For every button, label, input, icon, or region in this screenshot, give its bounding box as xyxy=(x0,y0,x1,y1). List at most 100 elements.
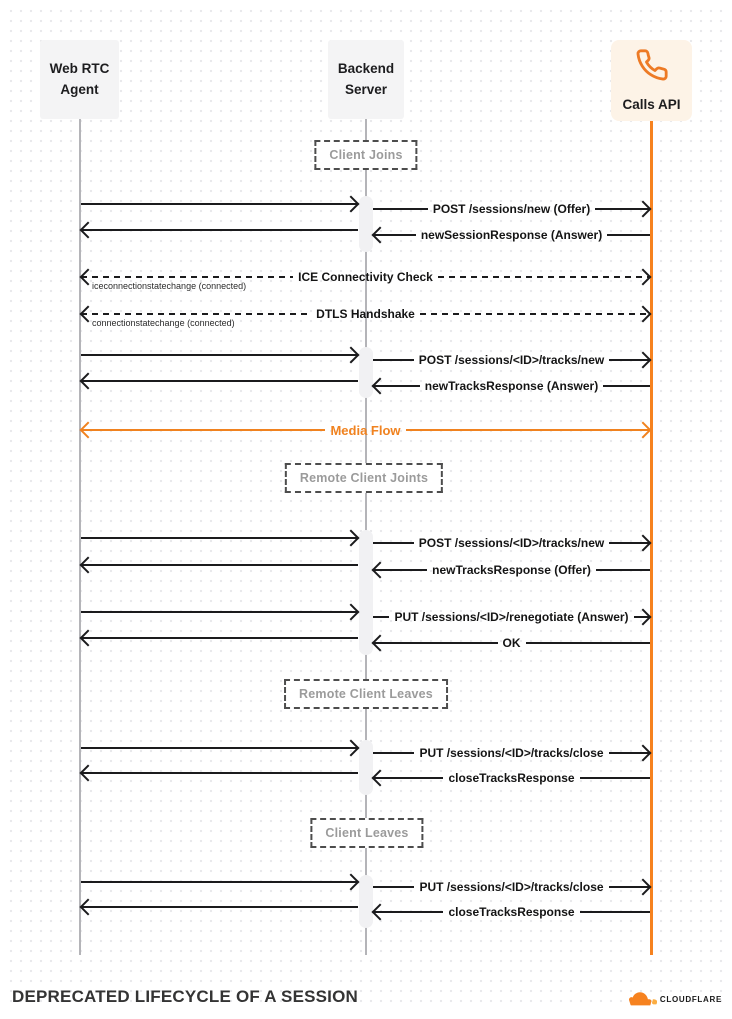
cloudflare-cloud-icon xyxy=(628,992,657,1006)
dashed-arrow-line xyxy=(437,275,651,279)
message-label: POST /sessions/new (Offer) xyxy=(432,202,591,216)
arrowhead-left-icon xyxy=(79,764,97,782)
arrow-line xyxy=(525,641,650,645)
arrow-line xyxy=(373,641,498,645)
activation-bar xyxy=(359,196,373,252)
message-label: ICE Connectivity Check xyxy=(298,270,433,284)
message-label: POST /sessions/<ID>/tracks/new xyxy=(418,353,605,367)
message-row: PUT /sessions/<ID>/renegotiate (Answer) xyxy=(373,608,652,626)
message-line-segment xyxy=(81,346,360,364)
message-row: closeTracksResponse xyxy=(371,769,651,787)
message-row: closeTracksResponse xyxy=(371,903,651,921)
message-row-dashed: ICE Connectivity Check xyxy=(79,268,652,286)
message-row: POST /sessions/<ID>/tracks/new xyxy=(373,351,652,369)
activation-bar xyxy=(359,875,373,928)
phase-label: Client Leaves xyxy=(310,818,424,848)
activation-bar xyxy=(359,740,373,795)
dashed-arrow-line xyxy=(81,312,312,316)
message-label: OK xyxy=(502,636,521,650)
arrow-line xyxy=(609,541,651,545)
message-label: PUT /sessions/<ID>/tracks/close xyxy=(419,880,604,894)
actor-calls-api: Calls API xyxy=(611,40,692,121)
arrow-line xyxy=(373,885,415,889)
webrtc-agent-lifeline xyxy=(79,119,81,955)
arrow-line xyxy=(607,233,651,237)
arrowhead-right-icon xyxy=(634,305,652,323)
message-line-segment xyxy=(79,898,358,916)
actor-label: Web RTC Agent xyxy=(49,61,110,97)
message-line-segment xyxy=(79,556,358,574)
arrowhead-right-icon xyxy=(634,200,652,218)
message-row-dashed: DTLS Handshake xyxy=(79,305,652,323)
arrowhead-left-icon xyxy=(371,769,389,787)
arrowhead-left-icon xyxy=(371,226,389,244)
arrowhead-left-icon xyxy=(79,421,97,439)
arrowhead-right-icon xyxy=(634,421,652,439)
arrow-line xyxy=(81,771,358,775)
message-row: PUT /sessions/<ID>/tracks/close xyxy=(373,878,652,896)
media-flow-label: Media Flow xyxy=(330,422,401,438)
arrow-line xyxy=(595,207,650,211)
message-line-segment xyxy=(81,603,360,621)
arrowhead-left-icon xyxy=(79,898,97,916)
message-row: newTracksResponse (Answer) xyxy=(371,377,650,395)
arrow-line xyxy=(373,910,444,914)
arrow-line xyxy=(81,905,358,909)
message-row: PUT /sessions/<ID>/tracks/close xyxy=(373,744,652,762)
message-row: POST /sessions/<ID>/tracks/new xyxy=(373,534,652,552)
arrow-line xyxy=(609,358,651,362)
arrowhead-right-icon xyxy=(634,534,652,552)
message-label: newTracksResponse (Offer) xyxy=(432,563,591,577)
message-label: DTLS Handshake xyxy=(316,307,415,321)
arrow-line xyxy=(81,880,358,884)
event-sublabel: connectionstatechange (connected) xyxy=(92,318,235,328)
arrow-line xyxy=(373,541,414,545)
message-row: newTracksResponse (Offer) xyxy=(371,561,650,579)
arrow-line xyxy=(373,384,420,388)
arrowhead-left-icon xyxy=(371,903,389,921)
message-label: POST /sessions/<ID>/tracks/new xyxy=(418,536,605,550)
arrow-line xyxy=(373,358,414,362)
phase-label: Client Joins xyxy=(314,140,418,170)
arrow-line xyxy=(81,563,358,567)
arrowhead-right-icon xyxy=(342,195,360,213)
message-label: PUT /sessions/<ID>/tracks/close xyxy=(419,746,604,760)
arrow-line xyxy=(608,751,651,755)
activation-bar xyxy=(359,347,373,398)
arrow-line xyxy=(373,751,415,755)
message-line-segment xyxy=(79,372,358,390)
arrowhead-right-icon xyxy=(342,529,360,547)
message-row: POST /sessions/new (Offer) xyxy=(373,200,652,218)
arrow-line xyxy=(81,353,358,357)
arrow-line xyxy=(608,885,651,889)
media-flow-row: Media Flow xyxy=(79,421,652,439)
arrowhead-right-icon xyxy=(634,878,652,896)
dashed-arrow-line xyxy=(419,312,651,316)
calls-api-lifeline xyxy=(650,119,653,955)
arrowhead-left-icon xyxy=(79,372,97,390)
arrow-line xyxy=(579,910,651,914)
arrow-line xyxy=(373,776,444,780)
actor-label: Calls API xyxy=(622,96,681,112)
arrow-line xyxy=(373,568,428,572)
arrow-line xyxy=(81,379,358,383)
arrow-line xyxy=(633,615,651,619)
actor-webrtc-agent: Web RTC Agent xyxy=(40,40,119,119)
arrowhead-right-icon xyxy=(634,351,652,369)
media-flow-line xyxy=(81,428,326,432)
arrow-line xyxy=(81,536,358,540)
actor-backend-server: Backend Server xyxy=(328,40,404,119)
arrowhead-right-icon xyxy=(342,873,360,891)
message-label: newSessionResponse (Answer) xyxy=(420,228,603,242)
arrow-line xyxy=(373,207,428,211)
arrowhead-left-icon xyxy=(371,634,389,652)
message-label: closeTracksResponse xyxy=(448,905,575,919)
arrow-line xyxy=(579,776,651,780)
arrow-line xyxy=(373,233,416,237)
message-line-segment xyxy=(79,764,358,782)
page-title: DEPRECATED LIFECYCLE OF A SESSION xyxy=(12,987,359,1006)
arrow-line xyxy=(81,610,358,614)
phase-label: Remote Client Joints xyxy=(284,463,444,493)
arrowhead-right-icon xyxy=(634,744,652,762)
